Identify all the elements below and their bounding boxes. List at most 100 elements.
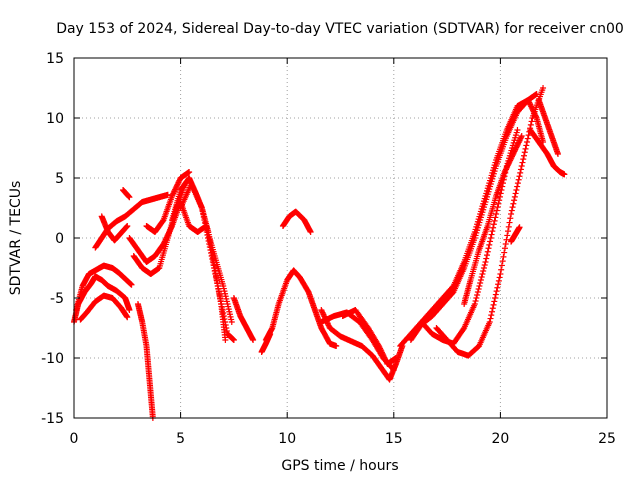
data-point — [494, 284, 501, 291]
data-point — [475, 286, 482, 292]
data-point — [203, 229, 210, 235]
data-point — [210, 262, 217, 268]
data-point — [222, 319, 229, 325]
data-point — [512, 190, 519, 197]
series-s13 — [177, 181, 237, 343]
data-point — [483, 252, 490, 259]
data-point — [505, 223, 512, 230]
data-point — [390, 366, 397, 373]
data-point — [514, 127, 521, 133]
data-point — [522, 145, 529, 152]
chart-title: Day 153 of 2024, Sidereal Day-to-day VTE… — [56, 21, 624, 37]
y-tick-label: 10 — [46, 111, 64, 127]
data-points — [71, 85, 568, 421]
data-point — [518, 134, 525, 141]
data-point — [222, 322, 229, 328]
x-tick-label: 20 — [491, 431, 509, 447]
data-point — [476, 283, 483, 289]
data-point — [478, 274, 485, 280]
data-point — [498, 266, 505, 273]
data-point — [540, 85, 547, 91]
data-point — [221, 316, 228, 322]
data-point — [390, 367, 397, 373]
data-point — [479, 271, 486, 277]
data-point — [492, 291, 499, 298]
data-point — [521, 152, 528, 159]
data-point — [499, 258, 506, 265]
data-point — [214, 280, 221, 286]
data-point — [477, 277, 484, 283]
data-point — [124, 314, 131, 321]
data-point — [496, 193, 503, 200]
data-point — [207, 247, 214, 253]
data-point — [489, 228, 496, 235]
data-point — [482, 259, 489, 265]
data-point — [487, 235, 494, 241]
data-point — [490, 221, 497, 228]
data-point — [509, 204, 516, 211]
x-axis-label: GPS time / hours — [281, 458, 398, 474]
data-point — [511, 197, 518, 204]
data-point — [474, 292, 481, 298]
data-point — [208, 253, 215, 259]
y-tick-label: 5 — [55, 171, 64, 187]
series-s5 — [98, 213, 131, 244]
series-s14 — [230, 295, 257, 343]
data-point — [201, 220, 208, 226]
data-point — [510, 200, 517, 207]
data-point — [487, 315, 494, 322]
data-point — [514, 180, 521, 187]
data-point — [200, 214, 207, 220]
series-s10 — [143, 169, 193, 235]
data-point — [198, 205, 205, 211]
data-point — [473, 295, 480, 301]
data-point — [495, 281, 502, 288]
data-point — [474, 289, 481, 295]
x-tick-label: 15 — [385, 431, 403, 447]
data-point — [503, 236, 510, 243]
data-point — [186, 169, 193, 175]
x-tick-label: 10 — [278, 431, 296, 447]
data-point — [491, 298, 498, 305]
data-point — [508, 211, 515, 217]
series-s27 — [527, 127, 568, 178]
data-point — [472, 298, 479, 304]
series-s6 — [120, 187, 133, 201]
data-point — [215, 289, 222, 295]
data-point — [483, 255, 490, 262]
data-point — [223, 325, 230, 331]
data-point — [504, 232, 511, 239]
data-point — [202, 223, 209, 229]
data-point — [204, 232, 211, 238]
data-point — [524, 139, 531, 145]
data-point — [505, 228, 512, 235]
y-tick-label: -15 — [41, 411, 64, 427]
data-point — [480, 268, 487, 274]
data-point — [206, 241, 213, 247]
data-point — [211, 265, 218, 271]
data-point — [493, 288, 500, 295]
series-s22 — [407, 91, 540, 343]
data-point — [493, 207, 500, 214]
data-point — [497, 271, 504, 277]
data-point — [516, 224, 523, 231]
data-point — [524, 135, 531, 142]
data-point — [514, 183, 521, 190]
series-s20 — [339, 307, 399, 367]
data-point — [506, 219, 513, 226]
data-point — [518, 163, 525, 169]
data-point — [517, 169, 524, 176]
data-point — [209, 256, 216, 262]
data-point — [201, 217, 208, 223]
grid-lines — [74, 58, 607, 418]
series-s17 — [279, 208, 314, 235]
data-point — [519, 159, 526, 166]
data-point — [486, 319, 493, 325]
data-point — [211, 268, 218, 274]
data-point — [515, 176, 522, 183]
x-tick-label: 0 — [70, 431, 79, 447]
data-point — [217, 295, 224, 301]
data-point — [215, 286, 222, 292]
series-s24 — [433, 85, 547, 359]
data-point — [219, 307, 226, 313]
